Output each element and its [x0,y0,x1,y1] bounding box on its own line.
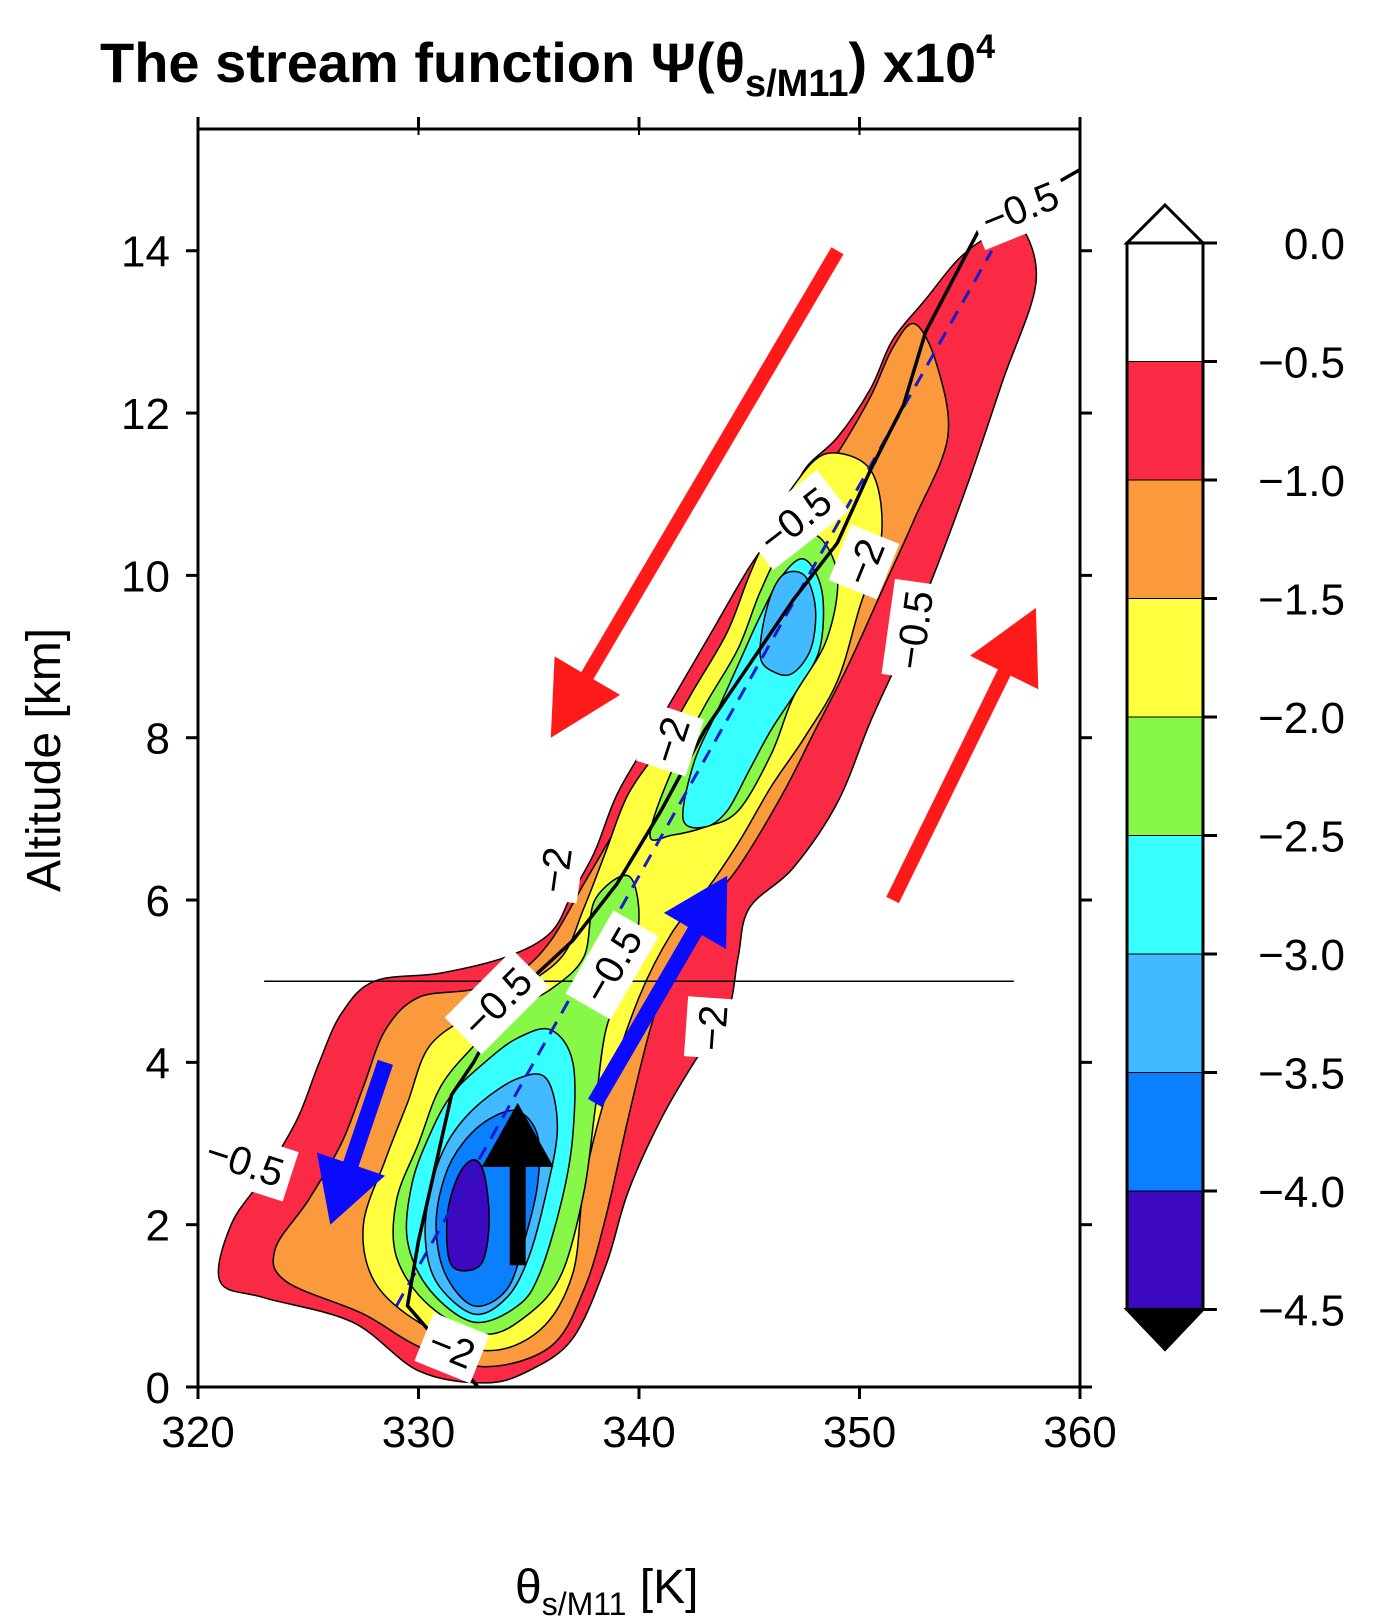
colorbar-label: −0.5 [1258,339,1345,388]
contour-label-text: −0.5 [888,588,943,672]
colorbar-label: −1.5 [1258,576,1345,625]
contour-label-1: −0.5 [191,1122,299,1202]
colorbar-label: −1.0 [1258,457,1345,506]
colorbar-swatch-4 [1126,716,1204,836]
y-axis-label: Altitude [km] [18,628,71,892]
y-tick-label: 12 [121,390,170,439]
y-tick-label: 10 [121,552,170,601]
blue-arrow-3 [316,1059,393,1225]
x-tick-label: 330 [382,1408,455,1457]
x-tick-label: 350 [823,1408,896,1457]
x-axis-label: θs/M11 [K] [515,1561,699,1620]
colorbar: 0.0 −0.5 −1.0 −1.5 −2.0 −2.5 −3.0 −3.5 −4.0 −4.5 [1123,202,1345,1352]
y-tick-label: 6 [146,877,170,926]
contour-label-7: −2 [525,836,585,904]
colorbar-swatch-0 [1126,242,1204,362]
contour-label-4: −2 [828,524,900,600]
y-tick-label: 14 [121,228,170,277]
colorbar-label: −3.5 [1258,1050,1345,1099]
colorbar-under-triangle [1123,1308,1207,1352]
y-tick-label: 0 [146,1364,170,1413]
contour-label-10: −2 [683,996,741,1060]
colorbar-label: −3.0 [1258,931,1345,980]
contour-label-5: −0.5 [881,578,947,682]
contour-label-text: −2 [689,1004,736,1053]
contour-label-6: −2 [636,703,704,777]
contour-label-text: −2 [531,844,581,895]
colorbar-label: −2.5 [1258,813,1345,862]
y-tick-label: 2 [146,1202,170,1251]
colorbar-swatch-8 [1126,1190,1204,1310]
colorbar-swatch-6 [1126,953,1204,1073]
chart-title: The stream function Ψ(θs/M11) x104 [100,28,995,105]
flow-arrows [316,247,1039,1266]
red-arrow-1 [886,607,1039,904]
colorbar-swatch-7 [1126,1072,1204,1192]
colorbar-label: −2.0 [1258,694,1345,743]
colorbar-label: −4.5 [1258,1287,1345,1336]
y-tick-label: 8 [146,715,170,764]
colorbar-swatch-1 [1126,361,1204,481]
colorbar-swatch-5 [1126,835,1204,955]
y-tick-label: 4 [146,1039,170,1088]
colorbar-label: 0.0 [1284,220,1345,269]
x-tick-label: 320 [161,1408,234,1457]
colorbar-label: −4.0 [1258,1168,1345,1217]
black-arrow-4 [481,1102,554,1266]
x-tick-label: 360 [1043,1408,1116,1457]
profile-lines [264,168,1080,1387]
blue-arrow-2 [588,875,728,1107]
red-arrow-0 [550,247,844,738]
axis-ticks: 320 330 340 350 360 0 2 4 6 8 10 12 14 [121,117,1117,1457]
contour-band-8 [759,570,817,677]
colorbar-over-triangle [1123,202,1207,245]
mean-profile-line [405,168,1080,1387]
x-tick-label: 340 [602,1408,675,1457]
colorbar-swatch-2 [1126,479,1204,599]
colorbar-swatch-3 [1126,598,1204,718]
